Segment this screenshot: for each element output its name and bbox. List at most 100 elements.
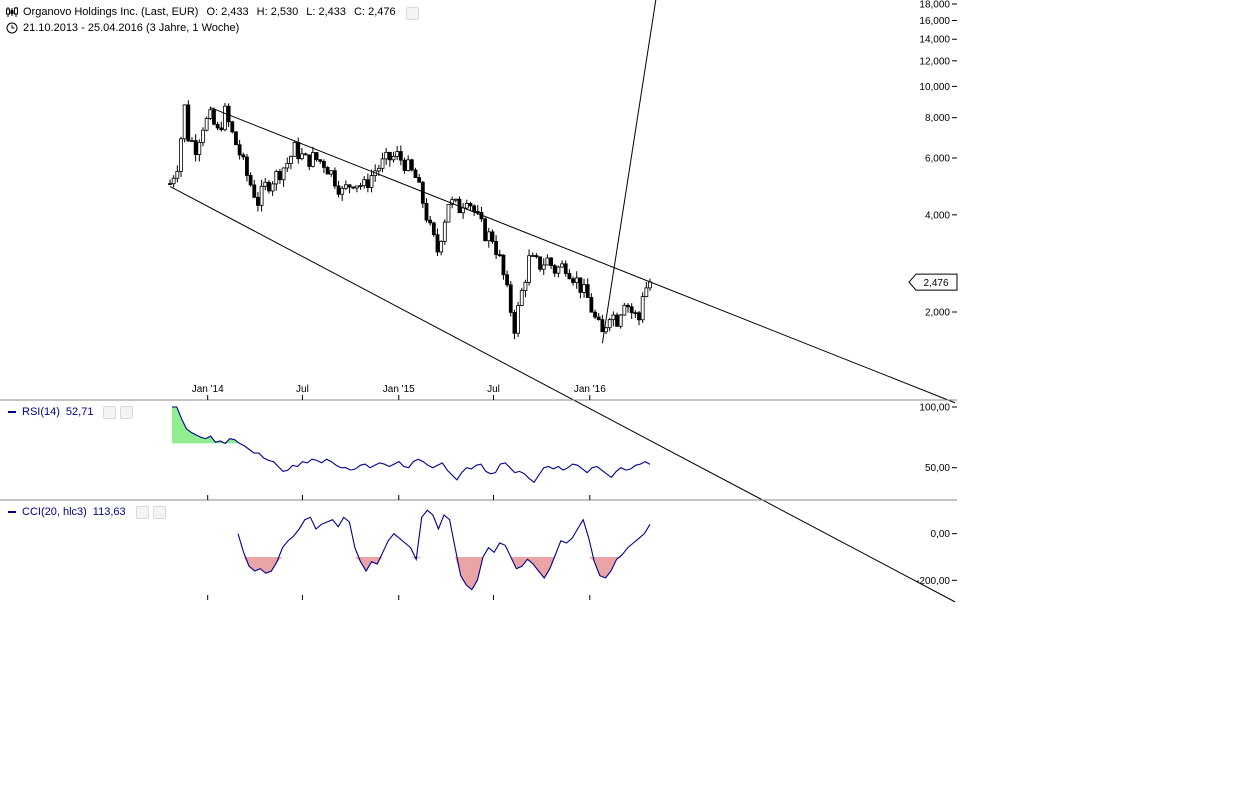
cci-close-icon[interactable] [152, 506, 166, 519]
candle-body [615, 314, 619, 327]
candle-body [182, 104, 187, 140]
candle-body [530, 255, 535, 257]
candle-body [193, 140, 198, 155]
cci-panel [237, 509, 651, 591]
chart-header: Organovo Holdings Inc. (Last, EUR) O: 2,… [6, 5, 427, 20]
candle-body [300, 153, 304, 160]
trend-line [210, 107, 956, 404]
y-tick-label: 10,000 [919, 82, 950, 93]
candle-body [424, 202, 429, 221]
candle-body [329, 170, 334, 175]
candle-body [483, 218, 488, 242]
threshold-fill [238, 557, 650, 590]
candle-body [450, 199, 455, 205]
candle-body [431, 222, 436, 236]
candle-body [376, 167, 381, 172]
candle-body [267, 181, 271, 192]
instrument-name: Organovo Holdings Inc. (Last, EUR) [23, 6, 199, 18]
axes: 18,000 16,000 14,000 12,000 10,000 8,000 6,000… [0, 0, 958, 600]
candle-body [398, 151, 403, 161]
candle-body [369, 175, 374, 188]
y-tick-label: 4,000 [925, 210, 950, 221]
candle-body [256, 196, 260, 206]
candle-body [347, 184, 352, 188]
candle-body [391, 155, 396, 161]
indicator-tick-label: 50,00 [925, 463, 950, 474]
candle-body [237, 144, 242, 156]
candle-body [358, 185, 363, 187]
candle-body [574, 277, 579, 283]
candle-body [501, 254, 506, 276]
candle-body [637, 312, 641, 321]
open-value: O: 2,433 [206, 6, 249, 18]
candle-body [223, 105, 227, 131]
trend-line [601, 0, 657, 344]
candle-body [234, 131, 238, 146]
candle-body [472, 205, 477, 212]
candle-body [186, 104, 191, 142]
cci-value: 113,63 [92, 505, 126, 518]
candle-body [519, 290, 524, 306]
price-panel [168, 0, 956, 603]
candle-body [409, 159, 414, 171]
candle-body [321, 160, 326, 168]
y-tick-label: 2,000 [925, 308, 950, 319]
high-value: H: 2,530 [256, 6, 299, 18]
candle-body [252, 184, 257, 198]
candle-body [648, 281, 652, 289]
low-value: L: 2,433 [306, 6, 347, 18]
last-price-label: 2,476 [923, 278, 948, 289]
candle-body [190, 140, 194, 142]
candle-body [494, 241, 499, 256]
candle-body [611, 314, 616, 321]
threshold-fill [172, 407, 650, 444]
candle-body [168, 183, 172, 185]
candle-body [538, 256, 542, 270]
candle-body [589, 297, 594, 313]
candle-body [241, 154, 246, 158]
candle-body [354, 185, 359, 189]
candle-body [571, 278, 575, 283]
y-tick-label: 12,000 [919, 56, 950, 67]
candle-body [259, 185, 264, 206]
candle-body [549, 257, 553, 266]
date-range-row: 21.10.2013 - 25.04.2016 (3 Jahre, 1 Woch… [6, 21, 247, 35]
candle-body [384, 151, 389, 160]
last-price-tag [908, 273, 958, 291]
rsi-settings-icon[interactable] [103, 406, 117, 419]
trend-line [169, 185, 956, 603]
candle-body [270, 183, 275, 192]
cci-settings-icon[interactable] [135, 506, 149, 519]
candle-body [215, 123, 220, 129]
candle-body [516, 305, 520, 334]
candle-body [263, 181, 268, 187]
candle-body [278, 171, 282, 181]
settings-gear-icon[interactable] [405, 6, 419, 20]
rsi-name: RSI(14) [22, 405, 60, 418]
candle-body [585, 284, 590, 298]
candle-body [505, 274, 509, 286]
candle-body [380, 158, 385, 169]
candle-body [175, 171, 180, 179]
candle-body [365, 179, 370, 188]
candle-body [428, 219, 433, 224]
y-tick-label: 8,000 [925, 113, 950, 124]
candle-body [596, 316, 601, 321]
candle-body [420, 181, 425, 204]
candle-body [490, 231, 495, 242]
x-tick-label: Jul [487, 384, 500, 395]
candle-body [307, 154, 312, 167]
candle-body [578, 277, 583, 293]
rsi-close-icon[interactable] [120, 406, 134, 419]
cci-legend: CCI(20, hlc3) 113,63 [8, 505, 166, 519]
rsi-value: 52,71 [65, 405, 94, 418]
candle-body [560, 263, 564, 268]
candle-body [402, 159, 407, 171]
cci-swatch [8, 510, 16, 513]
candle-body [453, 198, 458, 201]
candle-body [395, 151, 400, 157]
y-tick-label: 16,000 [919, 16, 950, 27]
candle-body [197, 141, 202, 155]
candle-body [626, 304, 630, 308]
